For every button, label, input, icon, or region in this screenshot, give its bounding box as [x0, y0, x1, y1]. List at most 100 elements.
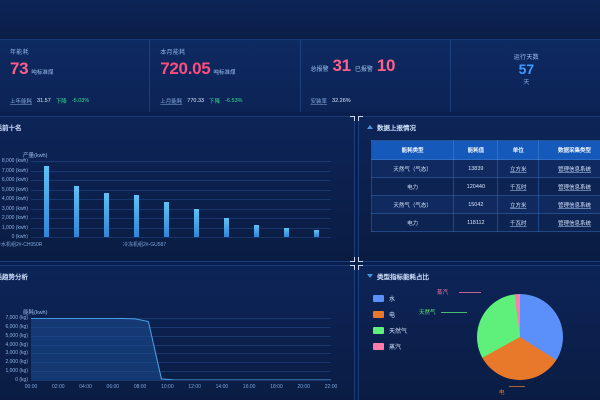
corner-mark: [350, 116, 355, 121]
y-axis-tick-label: 4,000 (kg): [5, 341, 28, 348]
grid-line: 0 (kg): [15, 377, 331, 383]
panel-title-row: 类型指标能耗占比: [359, 266, 600, 281]
x-axis-tick-label: 16:00: [242, 384, 256, 390]
corner-mark: [350, 265, 355, 270]
bar[interactable]: [223, 218, 229, 237]
x-axis-tick-label: 08:00: [133, 384, 147, 390]
grid-line: 2,000 (kg): [5, 359, 331, 365]
x-axis-tick-label: 02:00: [52, 384, 65, 390]
x-axis-tick-label: 06:00: [106, 384, 120, 390]
y-axis-tick-label: 2,000 (kg): [5, 359, 28, 366]
table-row[interactable]: 电力 120440 千瓦时 管理信息系统: [370, 177, 600, 196]
table-row[interactable]: 电力 118112 千瓦时 管理信息系统: [370, 213, 600, 232]
legend-swatch: [373, 311, 384, 318]
panel-title-row: 能耗前十名: [0, 117, 354, 132]
grid-line: 7,000 (kwh): [2, 168, 331, 174]
kpi-card-running-days[interactable]: 运行天数 57 天: [451, 40, 600, 112]
pie-slice-label: 电: [499, 390, 505, 396]
panel-energy-top10: 能耗前十名 年 产量(kwh) 8,000 (kwh)7,000 (kwh)6,…: [0, 116, 355, 262]
table-cell: 管理信息系统: [538, 177, 600, 196]
corner-mark: [358, 257, 363, 262]
kpi-label: 年能耗: [10, 50, 29, 56]
running-days-label: 运行天数: [513, 55, 539, 61]
x-axis-tick-label: 12:00: [188, 384, 201, 390]
x-axis-tick-label: 10:00: [161, 384, 174, 390]
collapse-caret-icon[interactable]: [367, 125, 373, 129]
bar[interactable]: [43, 166, 49, 237]
kpi-trend-label: 下降: [55, 99, 67, 105]
alarm-total-label: 总报警: [310, 67, 329, 73]
alarm-total-value: 31: [332, 56, 352, 75]
y-axis-tick-label: 8,000 (kwh): [1, 158, 28, 164]
table-cell: 管理信息系统: [538, 159, 600, 178]
kpi-trend-label: 下降: [209, 99, 221, 105]
x-axis-tick-label: 04:00: [79, 384, 92, 390]
table-cell: 管理信息系统: [538, 195, 600, 214]
grid-line: 3,000 (kwh): [2, 206, 331, 212]
table-cell: 立方米: [497, 159, 540, 178]
table-cell: 立方米: [497, 195, 540, 214]
x-axis-tick-label: 14:00: [215, 384, 229, 390]
bar[interactable]: [283, 227, 289, 237]
bar[interactable]: [313, 230, 319, 237]
line-x-axis-labels: 00:00 02:00 04:00 06:00 08:00 10:00 12:00 14:00…: [23, 384, 353, 394]
bar[interactable]: [193, 208, 199, 237]
grid-line: 8,000 (kwh): [2, 158, 331, 164]
kpi-card-annual-consumption[interactable]: 年能耗 73 吨标准煤 上年能耗 31.57 下降 -5.03%: [0, 40, 151, 112]
grid-line: 1,000 (kwh): [2, 225, 331, 231]
table-cell: 电力: [370, 177, 455, 196]
pie-slice-label: 天然气: [419, 310, 436, 316]
y-axis-tick-label: 7,000 (kwh): [1, 167, 28, 174]
kpi-value: 720.05: [160, 59, 211, 78]
legend-item[interactable]: 电: [373, 310, 407, 319]
grid-line: 6,000 (kg): [5, 324, 331, 330]
x-axis-tick-label: 20:00: [297, 384, 310, 390]
bar[interactable]: [133, 194, 139, 237]
corner-mark: [358, 116, 363, 121]
panel-energy-trend: 能耗趋势分析 年 能耗(kwh) 7,000 (kg)6,000 (kg)5,0…: [0, 265, 355, 400]
install-rate-label: 安装率: [310, 99, 328, 105]
kpi-sub-value: 770.33: [187, 98, 205, 104]
table-cell: 天然气（气态）: [370, 195, 455, 214]
grid-line: 5,000 (kwh): [2, 187, 331, 193]
table-cell: 120440: [453, 177, 499, 196]
panel-title-text: 能耗趋势分析: [0, 274, 28, 281]
grid-line: 3,000 (kg): [5, 350, 331, 356]
kpi-card-alarms[interactable]: 总报警 31 已报警 10 安装率 32.26%: [301, 40, 451, 112]
x-axis-tick-label: 00:00: [24, 384, 38, 390]
kpi-card-monthly-consumption[interactable]: 本月能耗 720.05 吨标准煤 上月能耗 770.33 下降 -6.53%: [150, 40, 301, 112]
y-axis-tick-label: 7,000 (kg): [5, 315, 28, 321]
table-row[interactable]: 天然气（气态） 13839 立方米 管理信息系统: [370, 159, 600, 178]
pie-slice-label: 蒸汽: [437, 290, 449, 296]
y-axis-tick-label: 3,000 (kwh): [1, 205, 28, 212]
legend-item[interactable]: 蒸汽: [373, 342, 407, 351]
bar[interactable]: [253, 225, 259, 237]
collapse-caret-icon[interactable]: [367, 274, 373, 278]
y-axis-tick-label: 5,000 (kg): [5, 332, 28, 339]
bar[interactable]: [103, 193, 109, 237]
panel-title-row: 数据上报情况: [359, 117, 600, 132]
trend-series: [31, 318, 331, 380]
y-axis-tick-label: 1,000 (kwh): [1, 224, 28, 231]
table-column-header: 能耗值: [453, 140, 499, 160]
grid-line: 7,000 (kg): [5, 315, 331, 321]
legend-item[interactable]: 水: [373, 294, 407, 303]
table-row[interactable]: 天然气（气态） 15042 立方米 管理信息系统: [370, 195, 600, 214]
pie-chart: [477, 294, 563, 380]
legend-item[interactable]: 天然气: [373, 326, 407, 335]
corner-mark: [358, 265, 363, 270]
dashboard-header-band: [0, 0, 600, 40]
running-days-unit: 天: [523, 80, 530, 87]
x-axis-tick-label: 离心式冷水机组2#-CH050R: [0, 242, 43, 248]
y-axis-tick-label: 2,000 (kwh): [1, 215, 28, 221]
panel-title-text: 数据上报情况: [377, 125, 416, 132]
bar[interactable]: [163, 202, 169, 237]
bar-y-axis-title: 产量(kwh): [23, 153, 48, 159]
x-axis-tick-label: 22:00: [324, 384, 338, 390]
install-rate-value: 32.26%: [332, 98, 351, 104]
bar-chart-plot: 8,000 (kwh) 7,000 (kwh) 6,000 (kwh) 5,000 (…: [2, 158, 331, 240]
legend-label: 电: [389, 313, 396, 319]
table-cell: 13839: [453, 159, 499, 178]
bar[interactable]: [73, 186, 79, 237]
table-cell: 管理信息系统: [538, 213, 600, 232]
